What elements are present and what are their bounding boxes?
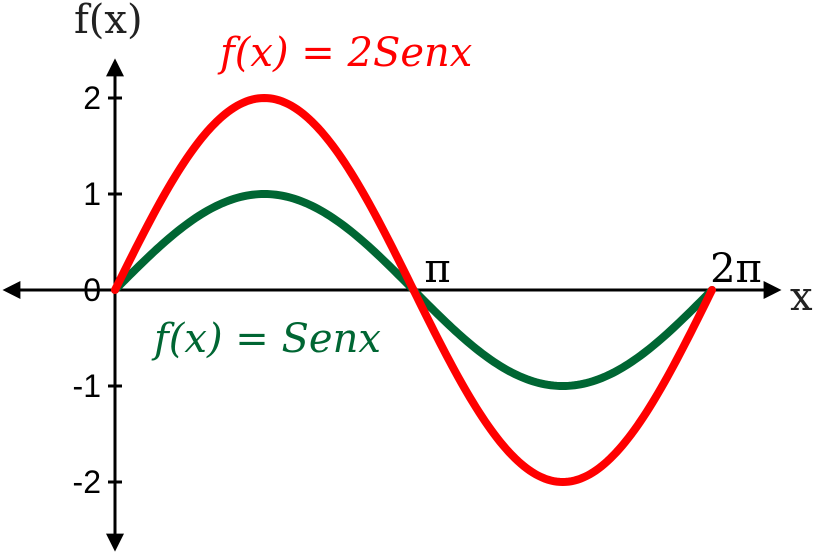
- y-tick-label: 0: [83, 272, 101, 308]
- y-ticks: 2 1 0 -1 -2: [73, 80, 122, 500]
- y-tick-label: 2: [83, 80, 101, 116]
- series-label-2senx: f(x) = 2Senx: [217, 30, 472, 76]
- x-ticks: π 2π: [424, 246, 762, 292]
- y-tick-label: 1: [83, 176, 101, 212]
- x-tick-label: 2π: [710, 246, 762, 292]
- x-tick-label: π: [424, 246, 450, 292]
- y-axis-title: f(x): [74, 0, 143, 43]
- series-label-senx: f(x) = Senx: [151, 316, 381, 362]
- series-line-2senx: [111, 93, 716, 487]
- x-axis-title: x: [790, 274, 813, 320]
- y-tick-label: -2: [73, 464, 101, 500]
- y-tick-label: -1: [73, 368, 101, 404]
